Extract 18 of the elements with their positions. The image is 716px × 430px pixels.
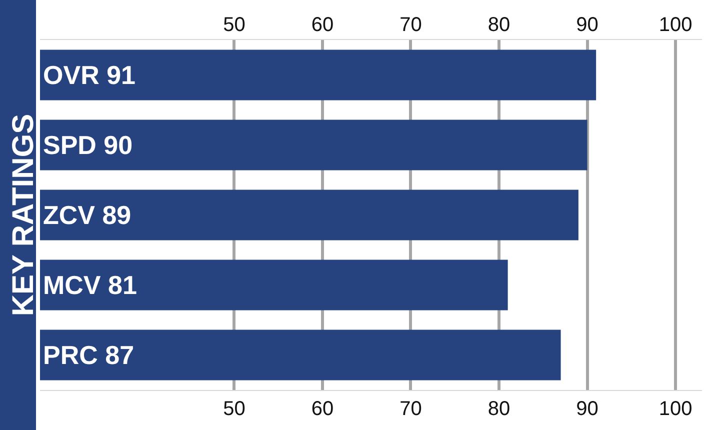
x2-tick-label: 70 xyxy=(400,398,422,420)
y-tick-label: OVR 91 xyxy=(43,60,136,90)
x2-tick-label: 60 xyxy=(311,398,334,420)
y-tick-label: PRC 87 xyxy=(43,340,134,370)
y-axis-title: KEY RATINGS xyxy=(7,114,40,316)
x-tick-label: 90 xyxy=(576,14,598,36)
y-tick-label: SPD 90 xyxy=(43,130,133,160)
x2-tick-label: 100 xyxy=(658,398,692,420)
x-tick-label: 100 xyxy=(658,14,692,36)
x-tick-label: 70 xyxy=(400,14,422,36)
x-tick-label: 80 xyxy=(488,14,510,36)
y-tick-label: MCV 81 xyxy=(43,270,137,300)
x-tick-label: 50 xyxy=(223,14,246,36)
x2-tick-label: 80 xyxy=(488,398,510,420)
y-tick-label: ZCV 89 xyxy=(43,200,132,230)
x-tick-label: 60 xyxy=(311,14,334,36)
x2-tick-label: 90 xyxy=(576,398,598,420)
x2-tick-label: 50 xyxy=(223,398,246,420)
